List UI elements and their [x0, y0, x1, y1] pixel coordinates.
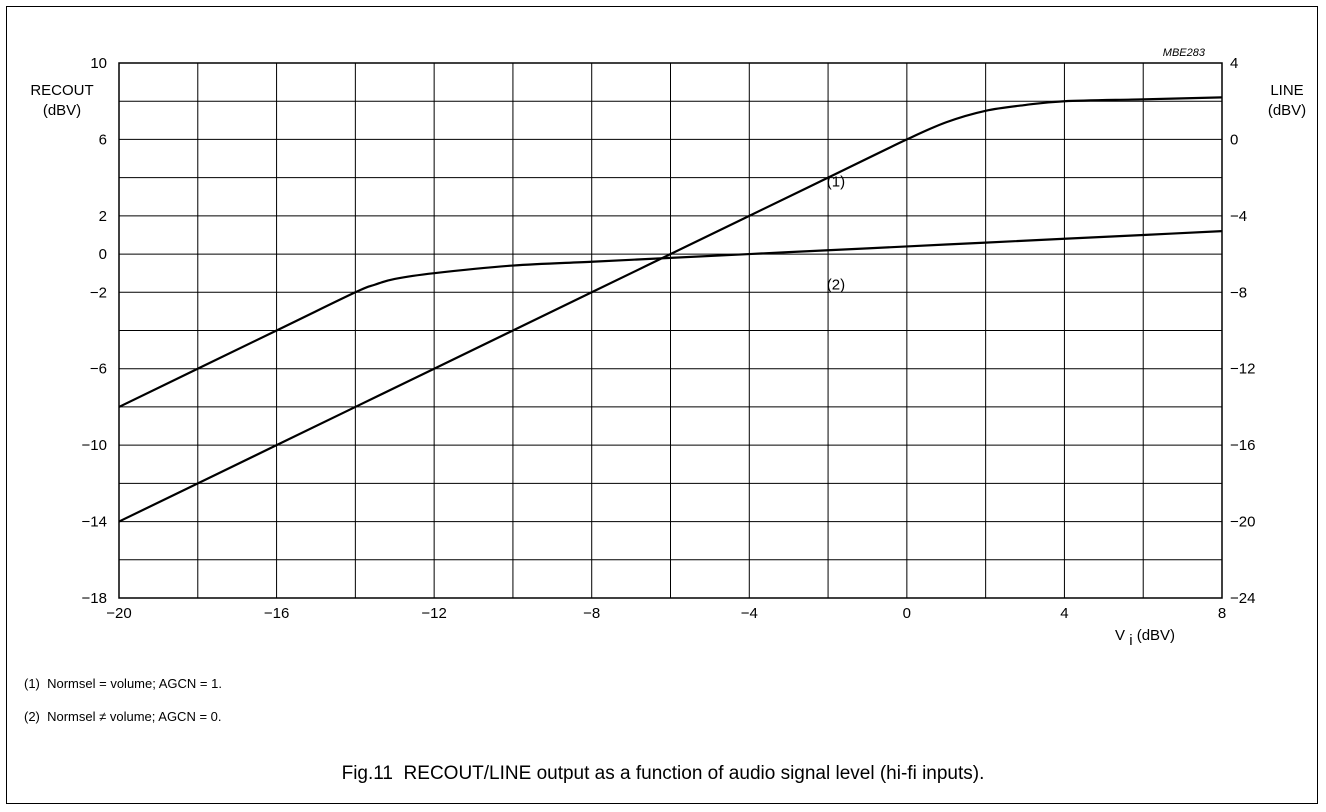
axis-labels: MBE283 RECOUT (dBV) LINE (dBV) V i (dBV) [30, 47, 1306, 649]
x-tick-label-7: 8 [1218, 605, 1226, 622]
tick-labels: −20 −16 −12 −8 −4 0 4 8 10 6 2 0 −2 −6 −10 −14 −18 4 0 −4 −8… [82, 55, 1256, 622]
series-label-1: (1) [827, 173, 845, 190]
y-left-tick-label-8: −18 [82, 590, 107, 607]
note-2: (2) Normsel ≠ volume; AGCN = 0. [24, 709, 222, 724]
series-line-1 [118, 96, 1223, 523]
series-label-2: (2) [827, 277, 845, 294]
y-left-tick-label-7: −14 [82, 514, 107, 531]
series-layer: (1) (2) [118, 96, 1223, 523]
y-right-tick-label-4: −12 [1230, 361, 1255, 378]
x-tick-label-3: −8 [583, 605, 600, 622]
y-left-tick-label-3: 0 [99, 246, 107, 263]
x-tick-label-4: −4 [741, 605, 758, 622]
y-left-tick-label-6: −10 [82, 437, 107, 454]
y-right-tick-label-5: −16 [1230, 437, 1255, 454]
x-axis-label-sub: i [1129, 632, 1132, 649]
x-axis-label-unit: (dBV) [1137, 627, 1175, 644]
x-tick-label-2: −12 [421, 605, 446, 622]
y-right-tick-label-2: −4 [1230, 208, 1247, 225]
y-left-label-line2: (dBV) [43, 102, 81, 119]
y-right-tick-label-0: 4 [1230, 55, 1238, 72]
x-tick-label-6: 4 [1060, 605, 1068, 622]
y-left-tick-label-1: 6 [99, 131, 107, 148]
figure-frame [6, 6, 1318, 804]
y-right-tick-label-3: −8 [1230, 284, 1247, 301]
x-axis-label-main: V [1115, 627, 1125, 644]
y-right-label-line1: LINE [1270, 82, 1303, 99]
y-right-tick-label-1: 0 [1230, 131, 1238, 148]
note-1: (1) Normsel = volume; AGCN = 1. [24, 676, 222, 691]
figure-id: MBE283 [1163, 47, 1206, 59]
figure-caption: Fig.11 RECOUT/LINE output as a function … [341, 763, 985, 784]
x-tick-label-5: 0 [903, 605, 911, 622]
series-line-2 [118, 230, 1223, 408]
y-left-tick-label-5: −6 [90, 361, 107, 378]
x-tick-label-0: −20 [106, 605, 131, 622]
x-axis-label: V i (dBV) [1115, 627, 1175, 649]
plot-border [118, 62, 1223, 599]
x-tick-label-1: −16 [264, 605, 289, 622]
grid [118, 62, 1223, 599]
y-right-tick-label-6: −20 [1230, 514, 1255, 531]
y-left-tick-label-2: 2 [99, 208, 107, 225]
y-right-label-line2: (dBV) [1268, 102, 1306, 119]
y-left-tick-label-0: 10 [90, 55, 107, 72]
y-left-tick-label-4: −2 [90, 284, 107, 301]
y-left-label-line1: RECOUT [30, 82, 93, 99]
y-right-tick-label-7: −24 [1230, 590, 1255, 607]
